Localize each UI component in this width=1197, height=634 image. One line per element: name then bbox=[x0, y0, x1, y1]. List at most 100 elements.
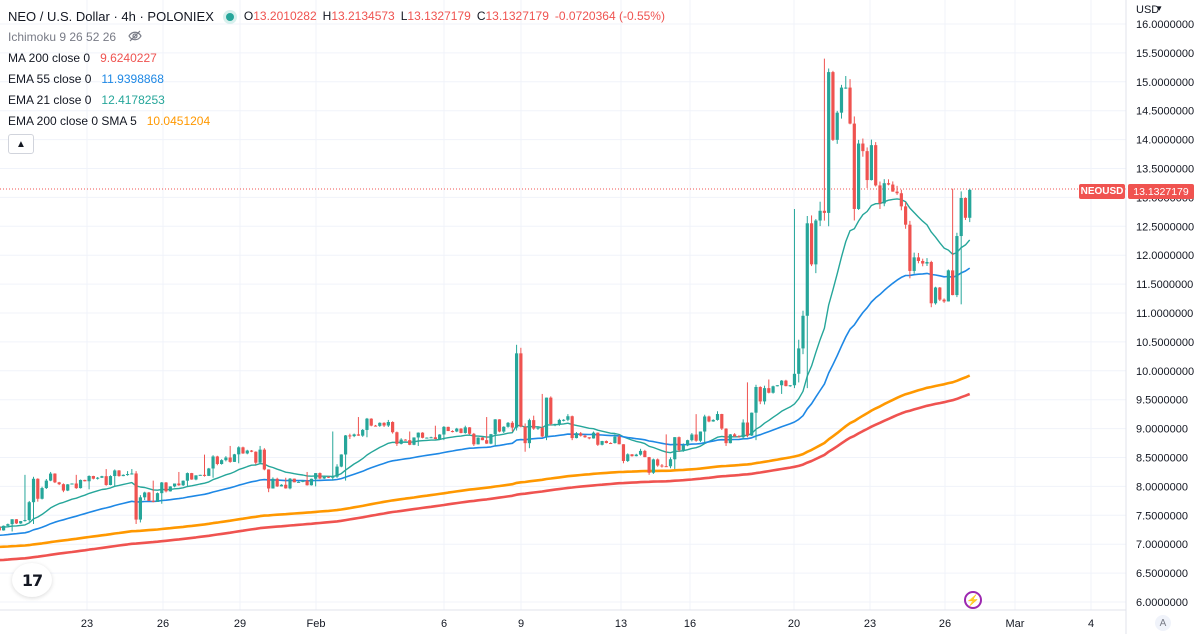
candle-body bbox=[1, 525, 6, 531]
ema-21-line bbox=[0, 198, 971, 528]
candle-body bbox=[450, 431, 455, 433]
candle-body bbox=[31, 478, 36, 503]
price-tick-label: 6.5000000 bbox=[1136, 568, 1188, 580]
candle-body bbox=[591, 432, 596, 439]
time-tick-label: 26 bbox=[157, 618, 169, 630]
candle-body bbox=[946, 270, 950, 302]
candle-body bbox=[61, 484, 66, 491]
price-tick-label: 10.0000000 bbox=[1136, 366, 1194, 378]
candle-body bbox=[267, 469, 271, 489]
candle-body bbox=[801, 315, 805, 349]
candle-body bbox=[784, 380, 788, 387]
candle-body bbox=[19, 521, 23, 524]
candle-body bbox=[698, 431, 703, 441]
candle-body bbox=[750, 412, 754, 436]
candle-body bbox=[506, 422, 510, 427]
candle-body bbox=[480, 437, 484, 441]
candle-body bbox=[416, 432, 420, 438]
price-tick-label: 15.0000000 bbox=[1136, 77, 1194, 89]
candle-body bbox=[656, 459, 660, 466]
candle-body bbox=[143, 492, 147, 498]
candle-body bbox=[177, 483, 181, 486]
candle-body bbox=[125, 474, 130, 476]
candle-body bbox=[160, 482, 164, 494]
ma-200-line bbox=[0, 392, 971, 562]
candle-body bbox=[245, 450, 249, 454]
candle-body bbox=[630, 454, 634, 457]
candle-body bbox=[14, 519, 19, 524]
indicator-ema21[interactable]: EMA 21 close 0 12.4178253 bbox=[8, 90, 671, 111]
candle-body bbox=[621, 444, 626, 461]
candle-body bbox=[172, 483, 177, 487]
candle-body bbox=[467, 427, 472, 434]
candle-body bbox=[643, 450, 647, 458]
candle-body bbox=[138, 497, 142, 520]
auto-scale-button[interactable]: A bbox=[1155, 615, 1171, 631]
indicator-label: EMA 200 close 0 SMA 5 bbox=[8, 114, 137, 128]
indicator-ma200[interactable]: MA 200 close 0 9.6240227 bbox=[8, 48, 671, 69]
candle-body bbox=[685, 440, 690, 446]
indicator-ema200[interactable]: EMA 200 close 0 SMA 5 10.0451204 bbox=[8, 111, 671, 132]
grid-lines bbox=[0, 0, 1126, 610]
price-tick-label: 9.5000000 bbox=[1136, 395, 1188, 407]
chart-legend: NEO / U.S. Dollar · 4h · POLONIEX O 13.20… bbox=[8, 6, 671, 154]
candle-body bbox=[343, 435, 348, 455]
time-axis[interactable]: 23 26 29 Feb 6 9 13 16 20 23 26 Mar 4 bbox=[81, 618, 1094, 630]
candle-body bbox=[322, 476, 326, 479]
candle-body bbox=[446, 426, 450, 432]
candle-body bbox=[562, 419, 566, 421]
candle-body bbox=[942, 299, 946, 302]
candle-body bbox=[895, 191, 899, 194]
candle-body bbox=[878, 185, 882, 204]
candle-body bbox=[87, 475, 91, 482]
indicator-ema55[interactable]: EMA 55 close 0 11.9398868 bbox=[8, 69, 671, 90]
candle-body bbox=[767, 388, 771, 393]
lightning-icon[interactable]: ⚡ bbox=[964, 591, 982, 609]
candle-body bbox=[40, 488, 44, 499]
candle-body bbox=[348, 435, 352, 437]
candle-body bbox=[587, 437, 591, 439]
candle-body bbox=[865, 151, 869, 181]
candle-body bbox=[856, 143, 861, 209]
symbol-header: NEO / U.S. Dollar · 4h · POLONIEX O 13.20… bbox=[8, 6, 671, 27]
candle-body bbox=[549, 397, 553, 425]
time-tick-label: 29 bbox=[234, 618, 246, 630]
candle-body bbox=[202, 474, 207, 476]
time-tick-label: 20 bbox=[788, 618, 800, 630]
price-tick-label: 12.0000000 bbox=[1136, 250, 1194, 262]
candle-body bbox=[49, 473, 53, 481]
candle-body bbox=[780, 380, 784, 386]
candle-body bbox=[108, 476, 113, 486]
candle-body bbox=[882, 183, 886, 204]
candle-body bbox=[378, 422, 382, 426]
candle-body bbox=[775, 385, 779, 387]
candle-body bbox=[955, 236, 959, 296]
collapse-legend-button[interactable]: ▲ bbox=[8, 134, 34, 154]
candle-body bbox=[130, 473, 134, 475]
tradingview-logo-icon[interactable]: 17 bbox=[12, 563, 52, 597]
candle-body bbox=[352, 434, 356, 437]
time-tick-label: 16 bbox=[684, 618, 696, 630]
candle-body bbox=[215, 456, 219, 464]
indicator-value: 12.4178253 bbox=[101, 93, 165, 107]
candle-body bbox=[925, 262, 929, 264]
symbol-title[interactable]: NEO / U.S. Dollar · 4h · POLONIEX bbox=[8, 9, 214, 24]
candle-body bbox=[53, 473, 57, 483]
eye-off-icon[interactable] bbox=[128, 27, 142, 48]
time-tick-label: 13 bbox=[615, 618, 627, 630]
candle-body bbox=[190, 473, 194, 480]
candle-body bbox=[673, 437, 677, 460]
currency-select[interactable]: USD bbox=[1136, 4, 1160, 16]
price-axis[interactable]: 16.0000000 15.5000000 15.0000000 14.5000000… bbox=[1136, 19, 1194, 609]
candle-body bbox=[455, 428, 459, 432]
candle-body bbox=[301, 480, 305, 482]
candle-body bbox=[489, 434, 493, 444]
indicator-ichimoku[interactable]: Ichimoku 9 26 52 26 bbox=[8, 27, 671, 48]
candle-body bbox=[365, 418, 369, 430]
candle-body bbox=[891, 184, 895, 192]
time-tick-label: 6 bbox=[441, 618, 447, 630]
candle-body bbox=[134, 473, 138, 520]
candle-body bbox=[207, 468, 211, 476]
candle-body bbox=[262, 449, 266, 470]
